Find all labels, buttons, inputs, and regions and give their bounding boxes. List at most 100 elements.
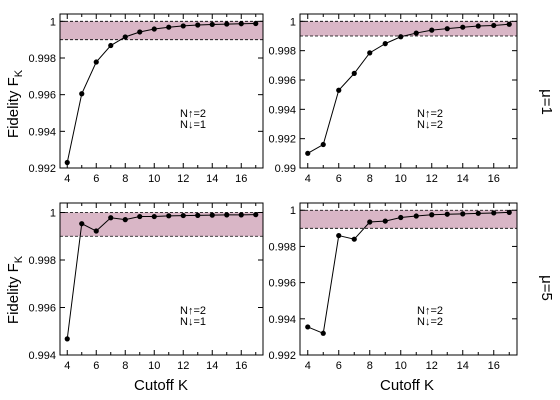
axes-frame-top-right — [299, 13, 518, 169]
x-tick-label-top-right: 10 — [395, 173, 407, 185]
data-point-top-right — [475, 23, 481, 29]
data-point-bottom-right — [336, 232, 342, 239]
ylabel-top-text: Fidelity F — [5, 77, 22, 138]
data-point-bottom-right — [382, 218, 388, 224]
axes-frame-bottom-left — [59, 202, 264, 356]
data-point-bottom-right — [351, 236, 357, 242]
ylabel-top-sub: K — [13, 69, 25, 77]
x-tick-label-top-right: 16 — [488, 173, 500, 185]
panel-top-right: 4 6 8 10 12 14 16 0.99 0.992 0.994 0.996 0.998 1 N↑=2… — [268, 13, 518, 185]
x-tick-label-bottom-left: 8 — [122, 360, 128, 372]
data-point-top-right — [336, 87, 342, 93]
data-point-bottom-left — [195, 212, 201, 218]
data-point-bottom-left — [64, 336, 70, 342]
data-point-top-right — [320, 141, 326, 148]
data-point-top-left — [253, 20, 259, 27]
x-tick-label-top-right: 14 — [457, 173, 469, 185]
y-tick-label-bottom-left: 0.994 — [28, 350, 56, 362]
data-point-top-right — [351, 70, 357, 76]
data-point-top-left — [224, 21, 230, 27]
y-tick-label-top-right: 0.992 — [268, 134, 296, 146]
data-point-top-right — [367, 50, 373, 56]
data-point-top-left — [180, 23, 186, 29]
x-tick-label-top-left: 14 — [206, 173, 218, 185]
y-tick-label-top-right: 0.994 — [268, 104, 296, 116]
x-tick-label-top-right: 4 — [305, 173, 311, 185]
series-line-top-left — [66, 23, 256, 163]
data-point-bottom-right — [413, 213, 419, 219]
particle-count-label-top-left: N↓=1 — [180, 119, 206, 131]
data-point-top-left — [166, 24, 172, 30]
data-point-bottom-right — [398, 214, 404, 221]
data-point-bottom-left — [224, 212, 230, 218]
y-tick-label-top-right: 1 — [290, 16, 296, 28]
y-tick-label-top-left: 1 — [50, 16, 56, 28]
data-point-bottom-right — [429, 212, 435, 218]
data-point-top-right — [398, 34, 404, 40]
data-point-top-right — [429, 27, 435, 33]
data-point-top-left — [64, 159, 70, 166]
y-tick-label-bottom-right: 0.992 — [268, 350, 296, 362]
data-point-top-left — [238, 21, 244, 27]
data-point-top-right — [305, 150, 311, 156]
x-tick-label-top-left: 10 — [148, 173, 160, 185]
data-point-top-right — [491, 22, 497, 29]
data-point-top-right — [460, 24, 466, 30]
particle-count-label-top-right: N↓=2 — [417, 119, 443, 131]
data-point-top-left — [209, 21, 215, 28]
ylabel-top: Fidelity FK — [5, 69, 25, 138]
x-tick-label-bottom-right: 16 — [488, 360, 500, 372]
y-tick-label-bottom-left: 1 — [50, 208, 56, 220]
data-point-top-left — [195, 22, 201, 28]
data-point-bottom-right — [475, 210, 481, 216]
y-tick-label-top-left: 0.992 — [28, 163, 56, 175]
particle-count-label-bottom-right: N↑=2 — [417, 305, 443, 317]
mu-label-top: μ=1 — [538, 89, 555, 115]
y-tick-label-bottom-right: 0.996 — [268, 278, 296, 290]
series-line-bottom-right — [307, 211, 510, 334]
xlabel-left: Cutoff K — [134, 377, 188, 394]
ylabel-bottom: Fidelity FK — [5, 255, 25, 324]
data-point-top-left — [151, 26, 157, 32]
data-point-bottom-left — [79, 221, 85, 227]
x-tick-label-top-right: 8 — [367, 173, 373, 185]
data-point-top-left — [79, 91, 85, 97]
data-point-top-left — [93, 59, 99, 65]
panel-bottom-left: 4 6 8 10 12 14 16 0.994 0.996 0.998 1 N↑=2N↓=1 — [28, 202, 264, 372]
x-tick-label-bottom-right: 8 — [367, 360, 373, 372]
x-tick-label-bottom-right: 14 — [457, 360, 469, 372]
y-tick-label-bottom-right: 0.994 — [268, 314, 296, 326]
x-tick-label-top-right: 12 — [426, 173, 438, 185]
data-point-bottom-left — [238, 212, 244, 218]
y-tick-label-bottom-left: 0.996 — [28, 303, 56, 315]
particle-count-label-bottom-right: N↓=2 — [417, 316, 443, 328]
x-tick-label-top-left: 4 — [64, 173, 70, 185]
particle-count-label-bottom-left: N↑=2 — [180, 305, 206, 317]
data-point-top-right — [506, 21, 512, 27]
data-point-top-right — [413, 30, 419, 36]
data-point-bottom-right — [506, 209, 512, 216]
y-tick-label-top-right: 0.996 — [268, 75, 296, 87]
ylabel-bottom-sub: K — [13, 255, 25, 263]
x-tick-label-bottom-right: 10 — [395, 360, 407, 372]
data-point-top-left — [137, 29, 143, 35]
mu-label-bottom: μ=5 — [538, 275, 555, 301]
x-tick-label-bottom-right: 6 — [336, 360, 342, 372]
y-tick-label-top-left: 0.994 — [28, 126, 56, 138]
x-tick-label-top-left: 16 — [235, 173, 247, 185]
data-point-bottom-left — [209, 212, 215, 218]
x-tick-label-bottom-left: 12 — [177, 360, 189, 372]
axes-frame-top-left — [59, 13, 264, 169]
data-point-bottom-right — [305, 324, 311, 330]
y-tick-label-top-left: 0.996 — [28, 90, 56, 102]
data-point-top-left — [108, 42, 114, 49]
x-tick-label-bottom-left: 16 — [235, 360, 247, 372]
data-point-bottom-right — [444, 211, 450, 217]
x-tick-label-bottom-left: 10 — [148, 360, 160, 372]
x-tick-label-top-left: 6 — [93, 173, 99, 185]
axes-frame-bottom-right — [299, 202, 518, 356]
x-tick-label-bottom-left: 6 — [93, 360, 99, 372]
data-point-bottom-left — [151, 213, 157, 220]
data-point-bottom-left — [137, 213, 143, 220]
